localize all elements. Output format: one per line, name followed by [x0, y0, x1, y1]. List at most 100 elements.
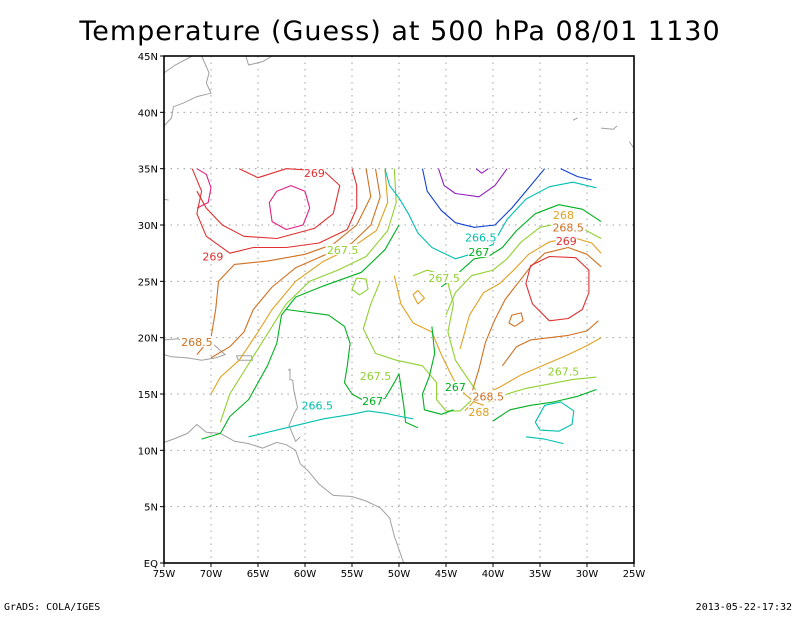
contour-line-267-5 [351, 277, 369, 296]
longitude-tick-label: 55W [341, 569, 364, 580]
contour-line-265-5 [437, 168, 508, 198]
contour-line-269 [196, 168, 341, 240]
timestamp-label: 2013-05-22-17:32 [695, 602, 792, 613]
contour-label: 267.5 [548, 365, 580, 378]
contour-label: 268.5 [473, 390, 505, 403]
contour-label-background [444, 381, 466, 393]
contour-line-268-5 [508, 312, 524, 327]
coastline-segment [601, 125, 618, 130]
contour-line-266 [421, 168, 546, 228]
contour-label-background [463, 231, 498, 243]
contour-label: 267 [468, 246, 489, 259]
contour-label: 269 [304, 167, 325, 180]
contour-line-268 [393, 275, 484, 406]
longitude-tick-label: 35W [529, 569, 552, 580]
contour-line-269 [191, 168, 358, 254]
contour-label: 267 [445, 381, 466, 394]
contour-label-background [179, 336, 214, 348]
contour-label-background [546, 365, 581, 377]
software-credit: GrADS: COLA/IGES [4, 602, 101, 613]
longitude-tick-label: 50W [388, 569, 411, 580]
longitude-tick-label: 70W [200, 569, 223, 580]
coastline-segment [287, 368, 301, 443]
contour-line-266-5 [384, 168, 597, 260]
contour-label-background [325, 243, 360, 255]
longitude-tick-label: 45W [435, 569, 458, 580]
contour-label: 269 [556, 235, 577, 248]
contour-label-background [427, 271, 462, 283]
coastline-segment [572, 117, 578, 121]
contour-line-265 [475, 168, 489, 174]
contour-label-background [468, 246, 490, 258]
latitude-tick-label: EQ [144, 559, 158, 570]
contour-line-267 [201, 224, 400, 440]
contour-label: 269 [202, 251, 223, 264]
contour-label-background [551, 221, 586, 233]
contour-line-267 [492, 388, 597, 422]
latitude-tick-label: 20N [138, 334, 158, 345]
contour-label-layer: 269 269 267.5 267.5 268.5 267.5 267 266.5 266.5 2… [179, 167, 586, 419]
latitude-tick-label: 35N [138, 165, 158, 176]
contour-label: 267 [362, 395, 383, 408]
latitude-tick-label: 5N [144, 503, 158, 514]
contour-line-268 [412, 289, 425, 305]
contour-label: 267.5 [360, 370, 392, 383]
contour-layer [191, 168, 602, 445]
longitude-tick-label: 60W [294, 569, 317, 580]
contour-label-background [471, 390, 506, 402]
contour-label: 268.5 [552, 221, 584, 234]
contour-line-267 [440, 204, 602, 288]
contour-label: 266.5 [465, 231, 497, 244]
contour-label: 268.5 [181, 336, 213, 349]
contour-label-background [300, 399, 335, 411]
coastline-segment [163, 55, 193, 74]
contour-label-background [468, 406, 490, 418]
coastline-layer [163, 55, 635, 564]
contour-line-268-5 [470, 246, 602, 395]
contour-line-267 [286, 308, 419, 429]
latitude-tick-label: 45N [138, 52, 158, 63]
latitude-tick-label: 25N [138, 277, 158, 288]
coastline-segment [235, 355, 254, 361]
contour-label: 267.5 [428, 272, 460, 285]
contour-label-background [202, 250, 224, 262]
latitude-tick-label: 40N [138, 108, 158, 119]
longitude-tick-label: 30W [576, 569, 599, 580]
gridline-layer [164, 56, 634, 563]
longitude-tick-label: 25W [623, 569, 646, 580]
contour-label: 267.5 [327, 244, 359, 257]
contour-label-background [303, 167, 325, 179]
coastline-segment [163, 55, 212, 127]
axis-tick-layer: 75W 70W 65W 60W 55W 50W 45W 40W 35W 30W 25W EQ 5N 10N… [138, 52, 646, 580]
contour-label-background [552, 208, 575, 220]
contour-line-268 [459, 236, 602, 350]
latitude-tick-label: 15N [138, 390, 158, 401]
contour-line-267-5 [219, 168, 397, 423]
latitude-tick-label: 10N [138, 446, 158, 457]
contour-label-background [555, 234, 577, 246]
contour-label-background [362, 394, 384, 406]
contour-label: 268 [468, 406, 489, 419]
coastline-segment [245, 55, 273, 66]
longitude-tick-label: 40W [482, 569, 505, 580]
contour-line-266-5 [248, 410, 414, 438]
contour-line-266-5 [534, 401, 575, 432]
contour-line-269-5 [268, 185, 311, 231]
contour-line-268-5 [196, 168, 372, 355]
contour-line-267-5 [412, 269, 477, 391]
coastline-segment [163, 423, 405, 564]
map-title: Temperature (Guess) at 500 hPa 08/01 113… [79, 16, 721, 47]
longitude-tick-label: 65W [247, 569, 270, 580]
contour-line-266 [560, 168, 592, 181]
contour-label: 268 [553, 209, 574, 222]
latitude-tick-label: 30N [138, 221, 158, 232]
contour-line-269 [525, 255, 590, 322]
contour-line-267 [421, 326, 454, 415]
contour-label-background [358, 369, 393, 381]
longitude-tick-label: 75W [153, 569, 176, 580]
contour-line-268-5 [501, 320, 599, 367]
contour-line-268-5 [210, 168, 381, 359]
contour-line-268 [210, 168, 389, 395]
contour-label: 266.5 [301, 399, 333, 412]
